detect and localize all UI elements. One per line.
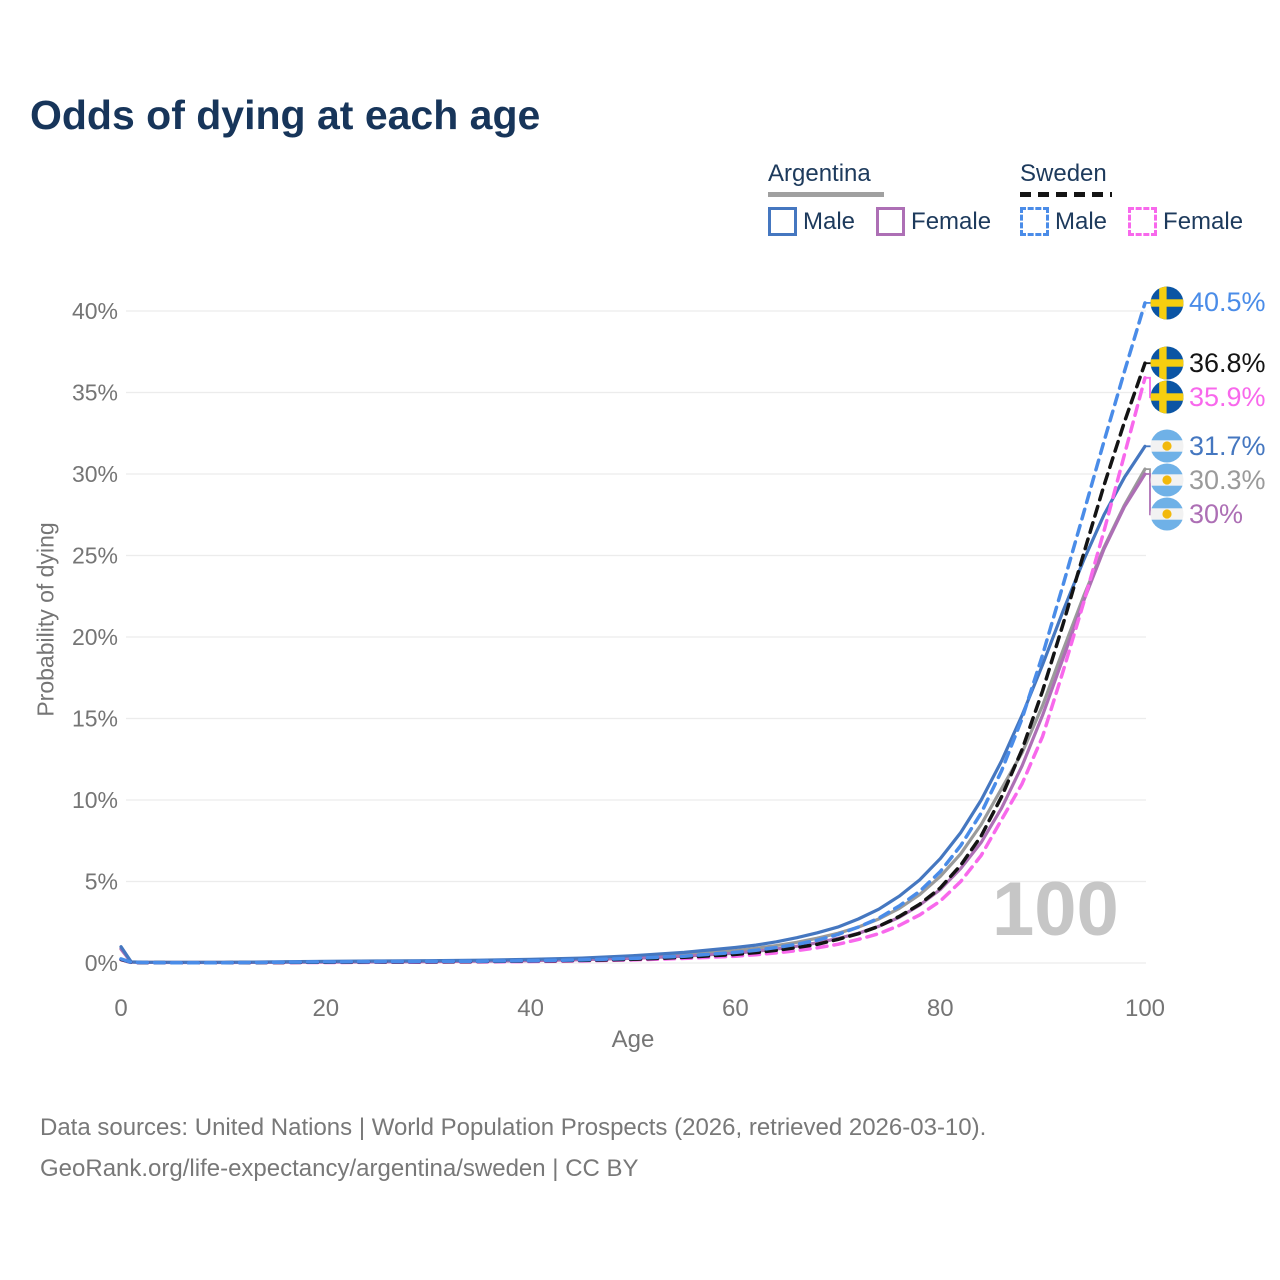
y-axis-title: Probability of dying [32, 522, 59, 717]
sweden-male-swatch-icon [1020, 207, 1049, 236]
legend-sweden-title: Sweden [1020, 160, 1107, 187]
y-tick-label: 20% [72, 624, 118, 650]
age-watermark: 100 [992, 867, 1119, 952]
argentina-female-swatch-icon [876, 207, 906, 236]
x-tick-label: 40 [517, 995, 544, 1022]
y-tick-label: 10% [72, 787, 118, 813]
y-tick-label: 15% [72, 706, 118, 732]
legend-sweden-female-label: Female [1163, 207, 1244, 235]
legend-sweden-line-sample [1020, 192, 1112, 197]
legend-item-argentina-female[interactable]: Female [876, 207, 991, 236]
legend-sweden: Sweden Male Female [1020, 160, 1243, 236]
page-title: Odds of dying at each age [30, 92, 541, 138]
argentina-male-swatch-icon [768, 207, 797, 236]
legend-argentina-male-label: Male [803, 207, 856, 235]
footer-attribution: GeoRank.org/life-expectancy/argentina/sw… [40, 1154, 639, 1182]
series-line-sweden-male [119, 301, 1147, 965]
sweden-female-swatch-icon [1128, 207, 1158, 236]
x-axis-title: Age [611, 1026, 655, 1053]
x-tick-label: 20 [312, 995, 339, 1022]
legend-item-argentina-male[interactable]: Male [768, 207, 855, 236]
x-tick-label: 80 [927, 995, 954, 1022]
legend-argentina-title: Argentina [768, 160, 871, 187]
end-label-connector [1146, 376, 1154, 399]
legend-item-sweden-male[interactable]: Male [1020, 207, 1107, 236]
y-tick-label: 25% [72, 543, 118, 569]
y-tick-label: 35% [72, 380, 118, 406]
footer: Data sources: United Nations | World Pop… [40, 1108, 986, 1190]
legend-sweden-male-label: Male [1055, 207, 1108, 235]
x-tick-label: 60 [722, 995, 749, 1022]
footer-data-sources: Data sources: United Nations | World Pop… [40, 1114, 987, 1141]
legend-item-sweden-female[interactable]: Female [1128, 207, 1243, 236]
legend-argentina-line-sample [768, 192, 884, 197]
y-tick-label: 30% [72, 461, 118, 487]
y-tick-label: 5% [85, 869, 118, 895]
x-tick-label: 100 [1125, 995, 1165, 1022]
legend-argentina: Argentina Male Female [768, 160, 991, 236]
y-tick-label: 40% [72, 298, 118, 324]
y-tick-label: 0% [85, 950, 118, 976]
legend-argentina-female-label: Female [911, 207, 992, 235]
x-tick-label: 0 [114, 995, 127, 1022]
